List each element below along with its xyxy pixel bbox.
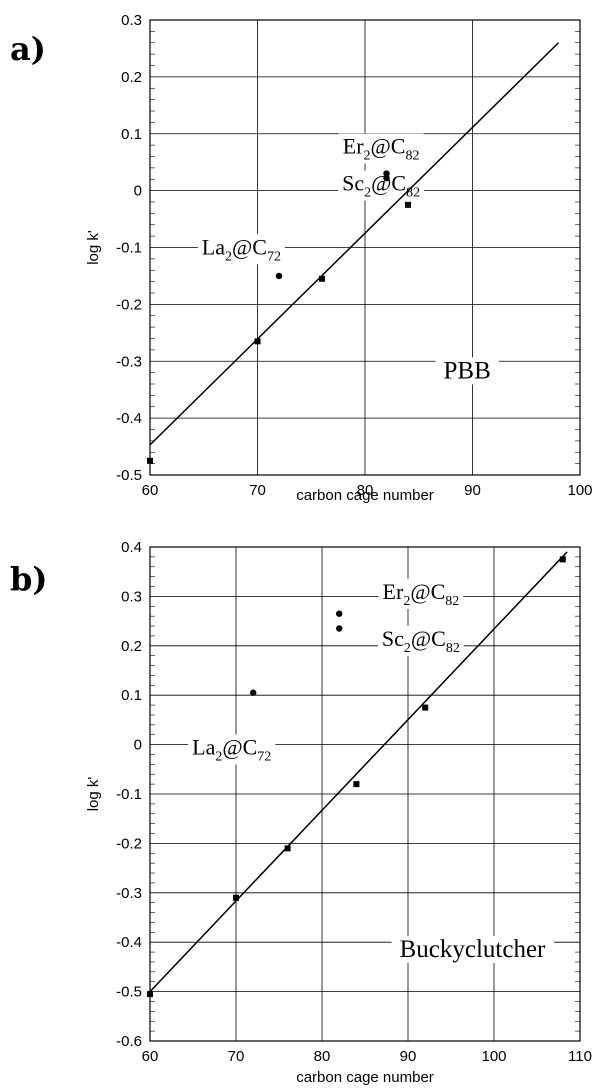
x-tick-label: 100 xyxy=(567,482,592,499)
compound-label-part: 2 xyxy=(364,186,371,201)
data-point-circle xyxy=(383,175,389,181)
y-tick-label: -0.3 xyxy=(116,885,142,902)
compound-label-part: 72 xyxy=(257,749,271,764)
y-tick-label: -0.2 xyxy=(116,296,142,313)
y-tick-label: 0.3 xyxy=(121,12,142,29)
data-point-square xyxy=(147,458,153,464)
compound-label-part: 72 xyxy=(267,249,281,264)
x-tick-label: 70 xyxy=(228,1048,245,1065)
y-tick-label: 0.4 xyxy=(121,539,142,556)
x-tick-label: 60 xyxy=(142,482,159,499)
x-tick-label: 80 xyxy=(314,1048,331,1065)
data-point-square xyxy=(319,276,325,282)
y-tick-label: -0.5 xyxy=(116,467,142,484)
y-tick-label: 0.2 xyxy=(121,638,142,655)
compound-label-part: Er xyxy=(383,579,404,604)
data-point-square xyxy=(422,705,428,711)
compound-label-part: @C xyxy=(222,734,257,759)
y-tick-label: -0.4 xyxy=(116,934,142,951)
y-tick-label: 0.1 xyxy=(121,687,142,704)
data-point-square xyxy=(147,991,153,997)
compound-label-part: 2 xyxy=(403,594,410,609)
stationary-phase-label: PBB xyxy=(443,357,490,384)
compound-label-part: @C xyxy=(410,579,445,604)
y-tick-label: -0.5 xyxy=(116,984,142,1001)
y-tick-label: -0.1 xyxy=(116,240,142,257)
compound-label-part: Sc xyxy=(342,171,364,196)
data-point-square xyxy=(353,781,359,787)
data-point-circle xyxy=(336,625,342,631)
data-point-circle xyxy=(336,610,342,616)
data-point-circle xyxy=(276,273,282,279)
y-tick-label: 0 xyxy=(134,737,142,754)
y-tick-label: -0.1 xyxy=(116,786,142,803)
compound-label-part: @C xyxy=(232,234,267,259)
compound-label-part: 2 xyxy=(225,249,232,264)
compound-label-part: Sc xyxy=(382,626,404,651)
x-tick-label: 110 xyxy=(568,1048,592,1065)
y-tick-label: 0.1 xyxy=(121,126,142,143)
data-point-square xyxy=(405,202,411,208)
y-tick-label: -0.3 xyxy=(116,353,142,370)
y-tick-label: 0 xyxy=(134,183,142,200)
data-point-square xyxy=(233,895,239,901)
data-point-square xyxy=(560,556,566,562)
compound-label-part: 82 xyxy=(445,594,459,609)
compound-label-part: La xyxy=(202,234,225,259)
y-tick-label: -0.2 xyxy=(116,835,142,852)
data-point-circle xyxy=(250,690,256,696)
compound-label-part: 82 xyxy=(405,149,419,164)
compound-label-part: 2 xyxy=(215,749,222,764)
x-tick-label: 90 xyxy=(400,1048,417,1065)
compound-label-part: 82 xyxy=(446,641,460,656)
compound-label-part: @C xyxy=(411,626,446,651)
x-tick-label: 70 xyxy=(249,482,266,499)
stationary-phase-label: Buckyclutcher xyxy=(400,936,546,963)
y-tick-label: -0.4 xyxy=(116,410,142,427)
compound-label-part: Er xyxy=(343,134,364,159)
y-tick-label: -0.6 xyxy=(116,1033,142,1050)
panel-label: a) xyxy=(10,30,46,68)
data-point-square xyxy=(285,845,291,851)
compound-label-part: 2 xyxy=(404,641,411,656)
chart-panel-b: b) 60 70 80 90 100 110 -0.6 -0.5 -0.4 -0.3 -0.2 -0.1… xyxy=(10,539,592,1086)
x-axis-title: carbon cage number xyxy=(296,1069,434,1086)
compound-label-part: 82 xyxy=(406,186,420,201)
compound-label-part: La xyxy=(192,734,215,759)
panel-label: b) xyxy=(10,560,48,598)
compound-label-part: 2 xyxy=(364,149,371,164)
x-tick-label: 100 xyxy=(481,1048,506,1065)
data-point-square xyxy=(255,338,261,344)
y-axis-title: log k' xyxy=(85,230,102,265)
y-tick-label: 0.3 xyxy=(121,588,142,605)
chart-panel-a: a)60708090100-0.5-0.4-0.3-0.2-0.100.10.2… xyxy=(10,12,593,504)
x-tick-label: 90 xyxy=(464,482,481,499)
y-tick-label: 0.2 xyxy=(121,69,142,86)
compound-label-part: @C xyxy=(371,134,406,159)
x-tick-label: 60 xyxy=(142,1048,159,1065)
x-axis-title: carbon cage number xyxy=(296,487,434,504)
regression-line xyxy=(150,552,567,992)
y-axis-title: log k' xyxy=(85,777,102,812)
